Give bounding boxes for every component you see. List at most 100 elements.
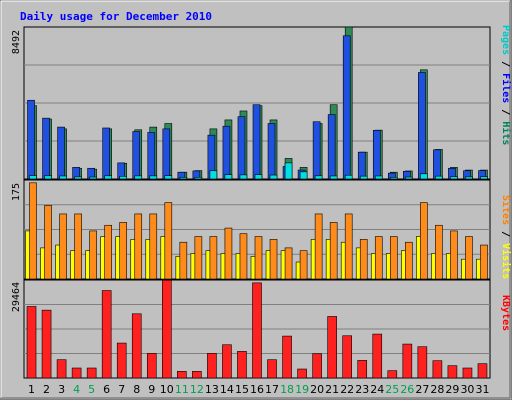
x-tick-label-day-24: 24 [370,383,384,396]
bar-sites-day-30: Sites 30: 75 [465,236,473,280]
bar-pages-day-2: Pages 2: 180 [44,175,52,180]
bar-sites-day-17: Sites 17: 70 [269,239,278,280]
bar-pages-day-27: Pages 27: 290 [420,173,428,180]
x-tick-label-day-16: 16 [250,383,264,396]
x-tick-label-day-3: 3 [58,383,65,396]
x-tick-label-day-11: 11 [175,383,189,396]
panel-bot-legend: KBytes [500,295,511,331]
bar-pages-day-1: Pages 1: 190 [29,175,37,180]
chart-title: Daily usage for December 2010 [20,10,212,23]
bar-files-day-16: Files 16: 4150 [252,104,261,180]
bar-files-day-22: Files 22: 8000 [342,35,351,180]
bar-pages-day-13: Pages 13: 460 [209,170,218,180]
x-axis-day-labels: 1 2 3 4 5 6 7 8 9 10 11 12 13 14 15 16 17 18 19 20 21 22 23 24 2… [28,383,489,396]
bar-sites-day-28: Sites 28: 95 [435,224,443,280]
bar-pages-day-16: Pages 16: 240 [254,174,263,180]
bar-pages-day-18: Pages 18: 900 [284,162,293,180]
bar-sites-day-8: Sites 8: 115 [134,213,143,280]
bar-sites-day-25: Sites 25: 75 [389,236,398,280]
bar-sites-day-1: Sites 1: 170 [29,182,37,280]
bar-pages-day-3: Pages 3: 170 [59,175,67,180]
x-tick-label-day-14: 14 [220,383,234,396]
x-tick-label-day-15: 15 [235,383,249,396]
bar-sites-day-9: Sites 9: 115 [149,213,158,280]
x-tick-label-day-23: 23 [355,383,369,396]
x-tick-label-day-22: 22 [340,383,354,396]
legend-entry: / [500,103,511,121]
bar-sites-day-22: Sites 22: 115 [344,213,353,280]
bar-sites-day-13: Sites 13: 75 [209,236,218,280]
bar-kbytes-day-20: KBytes 20: 7300 [312,353,322,379]
bar-kbytes-day-28: KBytes 28: 5200 [432,360,443,379]
bar-pages-day-28: Pages 28: 160 [435,175,443,180]
bar-sites-day-11: Sites 11: 65 [179,241,188,280]
bar-kbytes-day-23: KBytes 23: 5300 [357,360,368,379]
bar-files-day-8: Files 8: 2650 [132,131,141,180]
x-tick-label-day-12: 12 [190,383,204,396]
bar-sites-day-20: Sites 20: 115 [314,213,323,280]
bar-kbytes-day-29: KBytes 29: 3700 [447,365,458,379]
panel-top-legend: Pages / Files / Hits [500,25,512,145]
x-tick-label-day-26: 26 [400,383,414,396]
bar-sites-day-15: Sites 15: 80 [239,233,248,280]
bar-pages-day-24: Pages 24: 170 [374,175,383,180]
bar-sites-day-5: Sites 5: 85 [89,230,97,280]
bar-sites-day-10: Sites 10: 135 [164,202,173,280]
bar-sites-day-7: Sites 7: 100 [119,222,128,280]
bar-files-day-21: Files 21: 3600 [327,114,336,180]
bar-pages-day-22: Pages 22: 210 [344,174,353,180]
bar-pages-day-25: Pages 25: 90 [389,177,398,180]
bar-files-day-24: Files 24: 2720 [372,130,381,180]
x-tick-label-day-27: 27 [415,383,429,396]
bar-sites-day-19: Sites 19: 50 [299,250,308,280]
bar-sites-day-27: Sites 27: 135 [420,202,428,280]
x-tick-label-day-17: 17 [265,383,279,396]
x-tick-label-day-20: 20 [310,383,324,396]
bar-sites-day-3: Sites 3: 115 [59,213,67,280]
x-tick-label-day-8: 8 [133,383,140,396]
x-tick-label-day-30: 30 [460,383,474,396]
panel-top-max-label: 8492 [11,30,22,54]
bar-pages-day-11: Pages 11: 90 [179,177,188,180]
bar-pages-day-20: Pages 20: 180 [314,175,323,180]
bar-kbytes-day-26: KBytes 26: 10200 [402,343,413,379]
x-tick-label-day-19: 19 [295,383,309,396]
bar-kbytes-day-17: KBytes 17: 5500 [267,359,277,379]
bar-pages-day-15: Pages 15: 230 [239,174,248,180]
bar-kbytes-day-11: KBytes 11: 2000 [177,371,187,379]
bar-kbytes-day-1: KBytes 1: 21500 [26,306,37,379]
bar-sites-day-24: Sites 24: 75 [374,236,383,280]
bar-sites-day-18: Sites 18: 55 [284,247,293,280]
x-tick-label-day-29: 29 [445,383,459,396]
panel-mid-legend: Sites / Visits [500,195,512,279]
bar-files-day-3: Files 3: 2900 [57,126,65,180]
bar-files-day-14: Files 14: 2950 [222,125,231,180]
x-tick-label-day-21: 21 [325,383,339,396]
bar-kbytes-day-12: KBytes 12: 2000 [192,371,202,379]
bar-files-day-28: Files 28: 1630 [433,149,441,180]
x-tick-label-day-18: 18 [280,383,294,396]
bar-files-day-20: Files 20: 3200 [312,121,321,180]
bar-kbytes-day-4: KBytes 4: 3000 [71,367,82,379]
bar-kbytes-day-3: KBytes 3: 5500 [56,359,67,379]
x-tick-label-day-5: 5 [88,383,95,396]
bar-kbytes-day-5: KBytes 5: 3000 [86,367,97,379]
x-tick-label-day-13: 13 [205,383,219,396]
bar-pages-day-26: Pages 26: 110 [405,176,413,180]
bar-sites-day-21: Sites 21: 100 [329,222,338,280]
bar-pages-day-6: Pages 6: 180 [104,175,112,180]
bar-kbytes-day-18: KBytes 18: 12600 [282,335,292,379]
bar-kbytes-day-6: KBytes 6: 26300 [101,290,112,379]
bar-kbytes-day-14: KBytes 14: 10000 [222,344,232,379]
bar-kbytes-day-7: KBytes 7: 10500 [116,342,127,379]
panel-bot-max-label: 29464 [11,282,22,312]
bar-files-day-17: Files 17: 3100 [267,123,276,180]
x-tick-label-day-2: 2 [43,383,50,396]
bar-kbytes-day-21: KBytes 21: 18500 [327,316,337,379]
panel-mid-max-label: 175 [11,183,22,201]
bar-pages-day-5: Pages 5: 110 [89,176,97,180]
bar-kbytes-day-16: KBytes 16: 28600 [252,282,262,379]
bar-sites-day-26: Sites 26: 65 [405,241,413,280]
bar-sites-day-12: Sites 12: 75 [194,236,203,280]
